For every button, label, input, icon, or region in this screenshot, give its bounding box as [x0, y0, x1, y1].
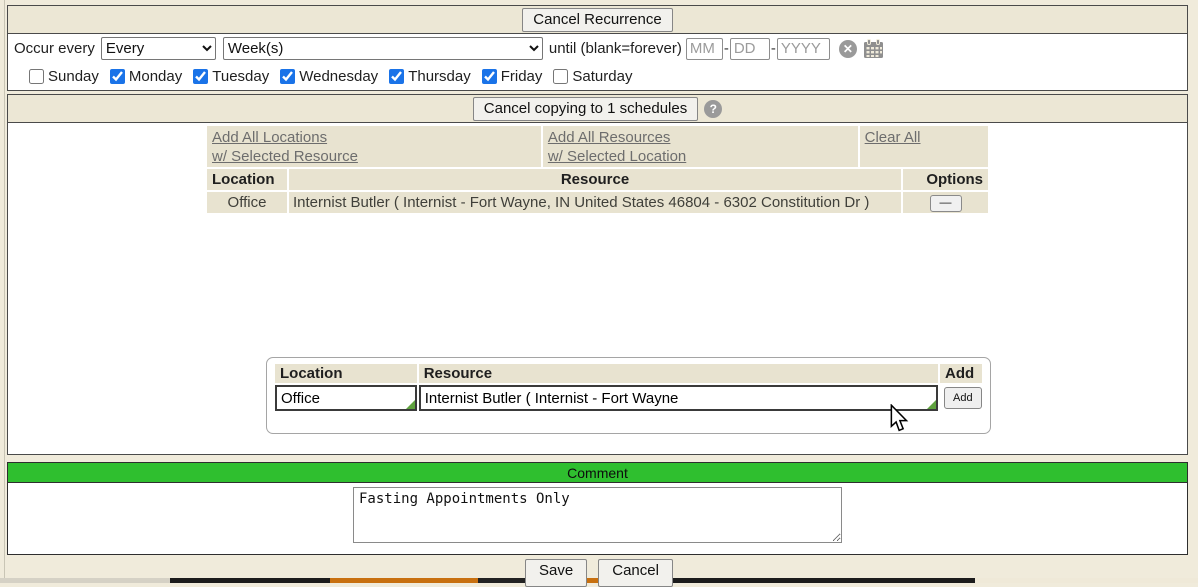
day-checkbox-sunday[interactable]: Sunday — [29, 68, 99, 85]
copy-panel-body: Add All Locations w/ Selected Resource A… — [8, 123, 1187, 454]
add-form-header-row: Location Resource Add — [275, 364, 982, 383]
copy-schedules-panel: Cancel copying to 1 schedules ? Add All … — [7, 94, 1188, 455]
resize-grip-icon — [927, 400, 936, 409]
day-label: Saturday — [572, 68, 633, 85]
calendar-icon[interactable] — [863, 38, 884, 59]
add-button[interactable]: Add — [944, 387, 982, 409]
viewport-edge-line — [4, 0, 5, 583]
bottom-edge-strip — [603, 578, 975, 583]
sunday-checkbox[interactable] — [29, 69, 44, 84]
resource-combo[interactable]: Internist Butler ( Internist - Fort Wayn… — [418, 385, 938, 411]
day-checkbox-wednesday[interactable]: Wednesday — [280, 68, 378, 85]
date-separator: - — [770, 40, 776, 57]
day-label: Wednesday — [299, 68, 379, 85]
help-icon[interactable]: ? — [704, 99, 723, 118]
comment-header: Comment — [8, 463, 1187, 483]
add-all-locations-link[interactable]: Add All Locations — [212, 129, 328, 146]
schedule-row: Office Internist Butler ( Internist - Fo… — [207, 192, 988, 213]
bulk-actions-table: Add All Locations w/ Selected Resource A… — [205, 124, 990, 170]
day-label: Friday — [500, 68, 543, 85]
day-label: Thursday — [408, 68, 471, 85]
wednesday-checkbox[interactable] — [280, 69, 296, 84]
schedule-row-resource: Internist Butler ( Internist - Fort Wayn… — [289, 192, 901, 213]
day-checkbox-thursday[interactable]: Thursday — [389, 68, 471, 85]
add-form-location-header: Location — [275, 364, 417, 383]
unit-select[interactable]: Week(s) — [222, 37, 543, 60]
options-column-header: Options — [903, 169, 988, 190]
comment-panel: Comment Fasting Appointments Only — [7, 462, 1188, 555]
comment-textarea[interactable]: Fasting Appointments Only — [353, 487, 842, 543]
day-label: Tuesday — [212, 68, 270, 85]
thursday-checkbox[interactable] — [389, 69, 405, 84]
add-all-locations-link[interactable]: w/ Selected Resource — [212, 148, 358, 165]
until-month-input[interactable] — [685, 37, 723, 60]
footer-actions: Save Cancel — [0, 559, 1198, 587]
bottom-edge-strip — [0, 578, 170, 583]
cancel-copying-button[interactable]: Cancel copying to 1 schedules — [472, 96, 699, 121]
resource-combo-value: Internist Butler ( Internist - Fort Wayn… — [424, 389, 679, 407]
recurrence-panel-header: Cancel Recurrence — [8, 6, 1187, 34]
saturday-checkbox[interactable] — [553, 69, 569, 84]
clear-date-icon[interactable]: ✕ — [838, 39, 857, 58]
remove-schedule-button[interactable]: — — [929, 195, 962, 212]
add-form-add-header: Add — [940, 364, 982, 383]
add-all-resources-link[interactable]: Add All Resources — [547, 129, 671, 146]
schedule-table-header-row: Location Resource Options — [207, 169, 988, 190]
day-checkbox-saturday[interactable]: Saturday — [553, 68, 632, 85]
friday-checkbox[interactable] — [481, 69, 497, 84]
bottom-edge-strip — [478, 578, 555, 583]
day-checkbox-monday[interactable]: Monday — [109, 68, 183, 85]
location-combo-value: Office — [281, 389, 320, 407]
schedule-row-location: Office — [207, 192, 287, 213]
until-label: until (blank=forever) — [548, 40, 682, 57]
bottom-edge-strip — [330, 578, 478, 583]
recurrence-panel: Cancel Recurrence Occur every Every Week… — [7, 5, 1188, 91]
date-separator: - — [723, 40, 729, 57]
occur-every-label: Occur every — [14, 40, 95, 57]
day-checkbox-friday[interactable]: Friday — [481, 68, 543, 85]
comment-body: Fasting Appointments Only — [8, 483, 1187, 553]
recurrence-settings-row: Occur every Every Week(s) until (blank=f… — [8, 34, 1187, 63]
until-day-input[interactable] — [729, 37, 770, 60]
location-column-header: Location — [207, 169, 287, 190]
day-label: Monday — [128, 68, 183, 85]
add-schedule-form: Location Resource Add Office Internist B… — [266, 357, 991, 434]
schedule-table: Location Resource Options Office Interni… — [205, 167, 990, 215]
weekday-checkbox-row: Sunday Monday Tuesday Wednesday Thursday… — [8, 63, 1187, 90]
until-year-input[interactable] — [776, 37, 830, 60]
save-button[interactable]: Save — [525, 559, 588, 587]
location-combo[interactable]: Office — [275, 385, 417, 411]
day-checkbox-tuesday[interactable]: Tuesday — [193, 68, 269, 85]
clear-all-link[interactable]: Clear All — [864, 129, 921, 146]
cancel-recurrence-button[interactable]: Cancel Recurrence — [522, 7, 673, 32]
add-form-resource-header: Resource — [418, 364, 938, 383]
tuesday-checkbox[interactable] — [193, 69, 209, 84]
frequency-select[interactable]: Every — [100, 37, 216, 60]
cancel-button[interactable]: Cancel — [598, 559, 673, 587]
bottom-edge-strip — [975, 578, 1198, 583]
add-all-resources-link[interactable]: w/ Selected Location — [547, 148, 687, 165]
bottom-edge-strip — [170, 578, 330, 583]
copy-panel-header: Cancel copying to 1 schedules ? — [8, 95, 1187, 123]
resize-grip-icon — [405, 400, 415, 409]
resource-column-header: Resource — [289, 169, 901, 190]
day-label: Sunday — [48, 68, 99, 85]
monday-checkbox[interactable] — [109, 69, 125, 84]
